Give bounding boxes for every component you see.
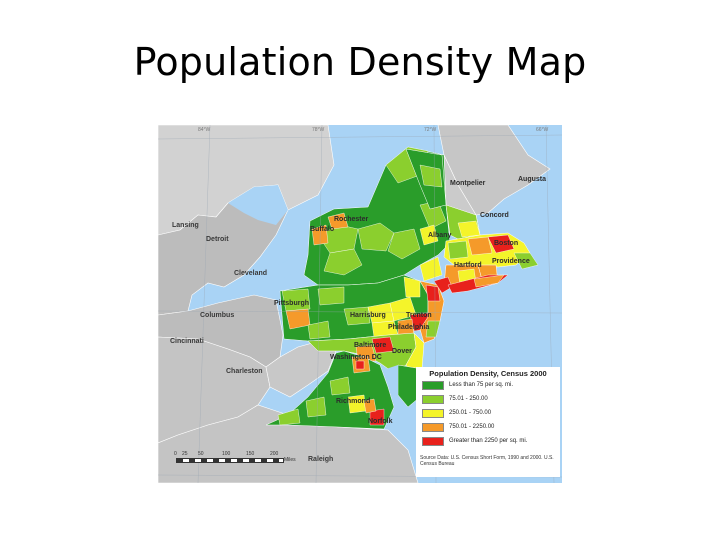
va-county xyxy=(277,408,301,426)
city-label-montpelier: Montpelier xyxy=(450,180,486,187)
washington-dc xyxy=(355,360,365,370)
city-label-augusta: Augusta xyxy=(518,176,546,183)
scale-tick: 0 xyxy=(174,451,177,457)
va-county xyxy=(305,396,327,418)
city-label-cleveland: Cleveland xyxy=(234,270,267,277)
va-county xyxy=(363,398,377,414)
suffolk-ny-county xyxy=(473,274,505,288)
baltimore-city xyxy=(371,336,395,354)
city-label-columbus: Columbus xyxy=(200,312,234,319)
slide-title: Population Density Map xyxy=(133,40,587,84)
graticule-label: 84°W xyxy=(198,127,211,133)
city-label-boston: Boston xyxy=(494,240,518,247)
legend-label: Greater than 2250 per sq. mi. xyxy=(449,438,528,444)
city-label-harrisburg: Harrisburg xyxy=(350,312,386,319)
graticule-label: 78°W xyxy=(312,127,325,133)
city-label-lansing: Lansing xyxy=(172,222,199,229)
city-label-pittsburgh: Pittsburgh xyxy=(274,300,309,307)
city-label-concord: Concord xyxy=(480,212,509,219)
ny-county xyxy=(419,256,443,282)
legend-title: Population Density, Census 2000 xyxy=(429,369,547,378)
legend-label: 250.01 - 750.00 xyxy=(449,410,492,416)
nh-county xyxy=(457,220,481,238)
lake-erie xyxy=(230,255,308,293)
nj-county xyxy=(425,320,441,338)
map-canvas: 84°W 78°W 72°W 66°W Montpelier Augusta C… xyxy=(158,125,562,483)
scale-tick: 50 xyxy=(198,451,204,457)
scale-bar: 0 25 50 100 150 200 Miles xyxy=(172,451,296,471)
city-label-trenton: Trenton xyxy=(406,312,432,319)
city-label-cincinnati: Cincinnati xyxy=(170,338,204,345)
scale-tick: 200 xyxy=(270,451,279,457)
lake-huron xyxy=(228,185,288,225)
scale-tick: 25 xyxy=(182,451,188,457)
pa-county xyxy=(403,276,421,298)
legend-swatch xyxy=(422,423,444,432)
legend-label: Less than 75 per sq. mi. xyxy=(449,382,514,388)
legend-label: 75.01 - 250.00 xyxy=(449,396,488,402)
city-label-washington: Washington DC xyxy=(330,354,382,361)
legend-label: 750.01 - 2250.00 xyxy=(449,424,495,430)
west-virginia-land xyxy=(265,340,337,398)
chesapeake-bay xyxy=(386,365,398,395)
norfolk-area xyxy=(369,408,385,426)
legend-source: Source Data: U.S. Census Short Form, 199… xyxy=(420,455,554,467)
city-label-baltimore: Baltimore xyxy=(354,342,386,349)
graticule-label: 72°W xyxy=(424,127,437,133)
legend-swatch xyxy=(422,437,444,446)
vt-county xyxy=(419,164,443,188)
city-label-dover: Dover xyxy=(392,348,412,355)
cape-cod xyxy=(513,252,539,270)
city-label-charleston: Charleston xyxy=(226,368,263,375)
population-density-map: 84°W 78°W 72°W 66°W Montpelier Augusta C… xyxy=(158,125,562,483)
city-label-rochester: Rochester xyxy=(334,216,369,223)
city-label-philadelphia: Philadelphia xyxy=(388,324,429,331)
city-label-albany: Albany xyxy=(428,232,451,239)
ma-county xyxy=(447,240,469,260)
ny-county xyxy=(387,228,421,260)
legend-swatch xyxy=(422,395,444,404)
ny-county xyxy=(323,248,363,276)
city-label-hartford: Hartford xyxy=(454,262,482,269)
legend-swatch xyxy=(422,381,444,390)
city-label-raleigh: Raleigh xyxy=(308,456,333,463)
city-label-norfolk: Norfolk xyxy=(368,418,393,425)
nj-county xyxy=(425,284,441,302)
albany-county xyxy=(419,224,439,246)
scale-line xyxy=(176,458,284,463)
map-legend: Population Density, Census 2000 Less tha… xyxy=(416,367,560,477)
pa-county xyxy=(307,320,331,340)
graticule-label: 66°W xyxy=(536,127,549,133)
suffolk-county xyxy=(487,234,515,254)
middlesex-county xyxy=(467,236,493,256)
scale-tick: 100 xyxy=(222,451,231,457)
city-label-buffalo: Buffalo xyxy=(310,226,334,233)
city-label-richmond: Richmond xyxy=(336,398,370,405)
pa-county xyxy=(343,306,371,326)
scale-tick: 150 xyxy=(246,451,255,457)
va-county xyxy=(329,376,351,396)
pa-county xyxy=(317,286,345,306)
monroe-county xyxy=(327,212,349,230)
city-label-detroit: Detroit xyxy=(206,236,229,243)
city-label-providence: Providence xyxy=(492,258,530,265)
pa-county xyxy=(281,288,311,312)
scale-unit: Miles xyxy=(284,457,296,463)
legend-swatch xyxy=(422,409,444,418)
ny-county xyxy=(357,222,395,252)
